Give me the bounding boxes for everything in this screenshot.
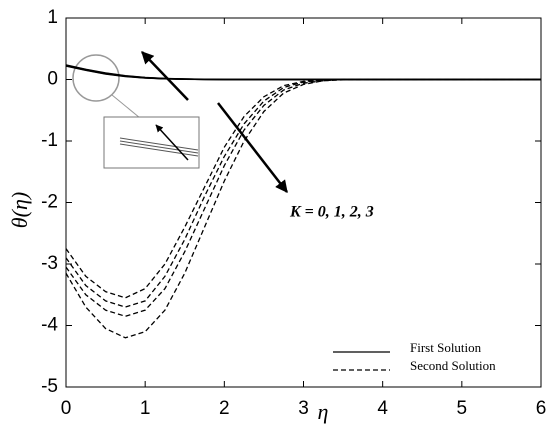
series-line: [65, 64, 541, 81]
y-tick-label: -2: [41, 192, 58, 213]
y-tick-label: -5: [41, 376, 58, 397]
y-tick-label: 0: [47, 69, 58, 90]
x-tick-label: 3: [298, 398, 309, 419]
legend-label: First Solution: [410, 340, 482, 355]
series-line: [65, 78, 541, 317]
annotation: K = 0, 1, 2, 3: [289, 204, 374, 221]
x-tick-label: 0: [61, 398, 72, 419]
inset-arrow: [155, 124, 189, 161]
y-tick-label: -3: [41, 253, 58, 274]
inset: [103, 116, 200, 169]
inset-line: [119, 143, 199, 157]
legend-label: Second Solution: [410, 358, 496, 373]
x-tick-label: 5: [457, 398, 468, 419]
arrow: [141, 51, 189, 101]
arrow: [217, 102, 288, 193]
y-axis-label: θ(η): [7, 192, 32, 228]
zoom-circle: [72, 54, 120, 102]
y-tick-label: -4: [41, 315, 58, 336]
zoom-connector: [111, 94, 141, 119]
x-tick-label: 6: [536, 398, 547, 419]
x-tick-label: 4: [377, 398, 388, 419]
x-tick-label: 2: [219, 398, 230, 419]
x-tick-label: 1: [140, 398, 151, 419]
series-line: [65, 78, 541, 299]
series-line: [65, 78, 541, 308]
series-line: [65, 78, 541, 339]
inset-line: [119, 137, 199, 151]
y-tick-label: 1: [47, 7, 58, 28]
plot-frame: [65, 17, 542, 388]
inset-line: [119, 140, 199, 154]
legend: First Solution Second Solution: [333, 340, 496, 373]
x-axis-label: η: [318, 399, 329, 424]
y-tick-label: -1: [41, 130, 58, 151]
